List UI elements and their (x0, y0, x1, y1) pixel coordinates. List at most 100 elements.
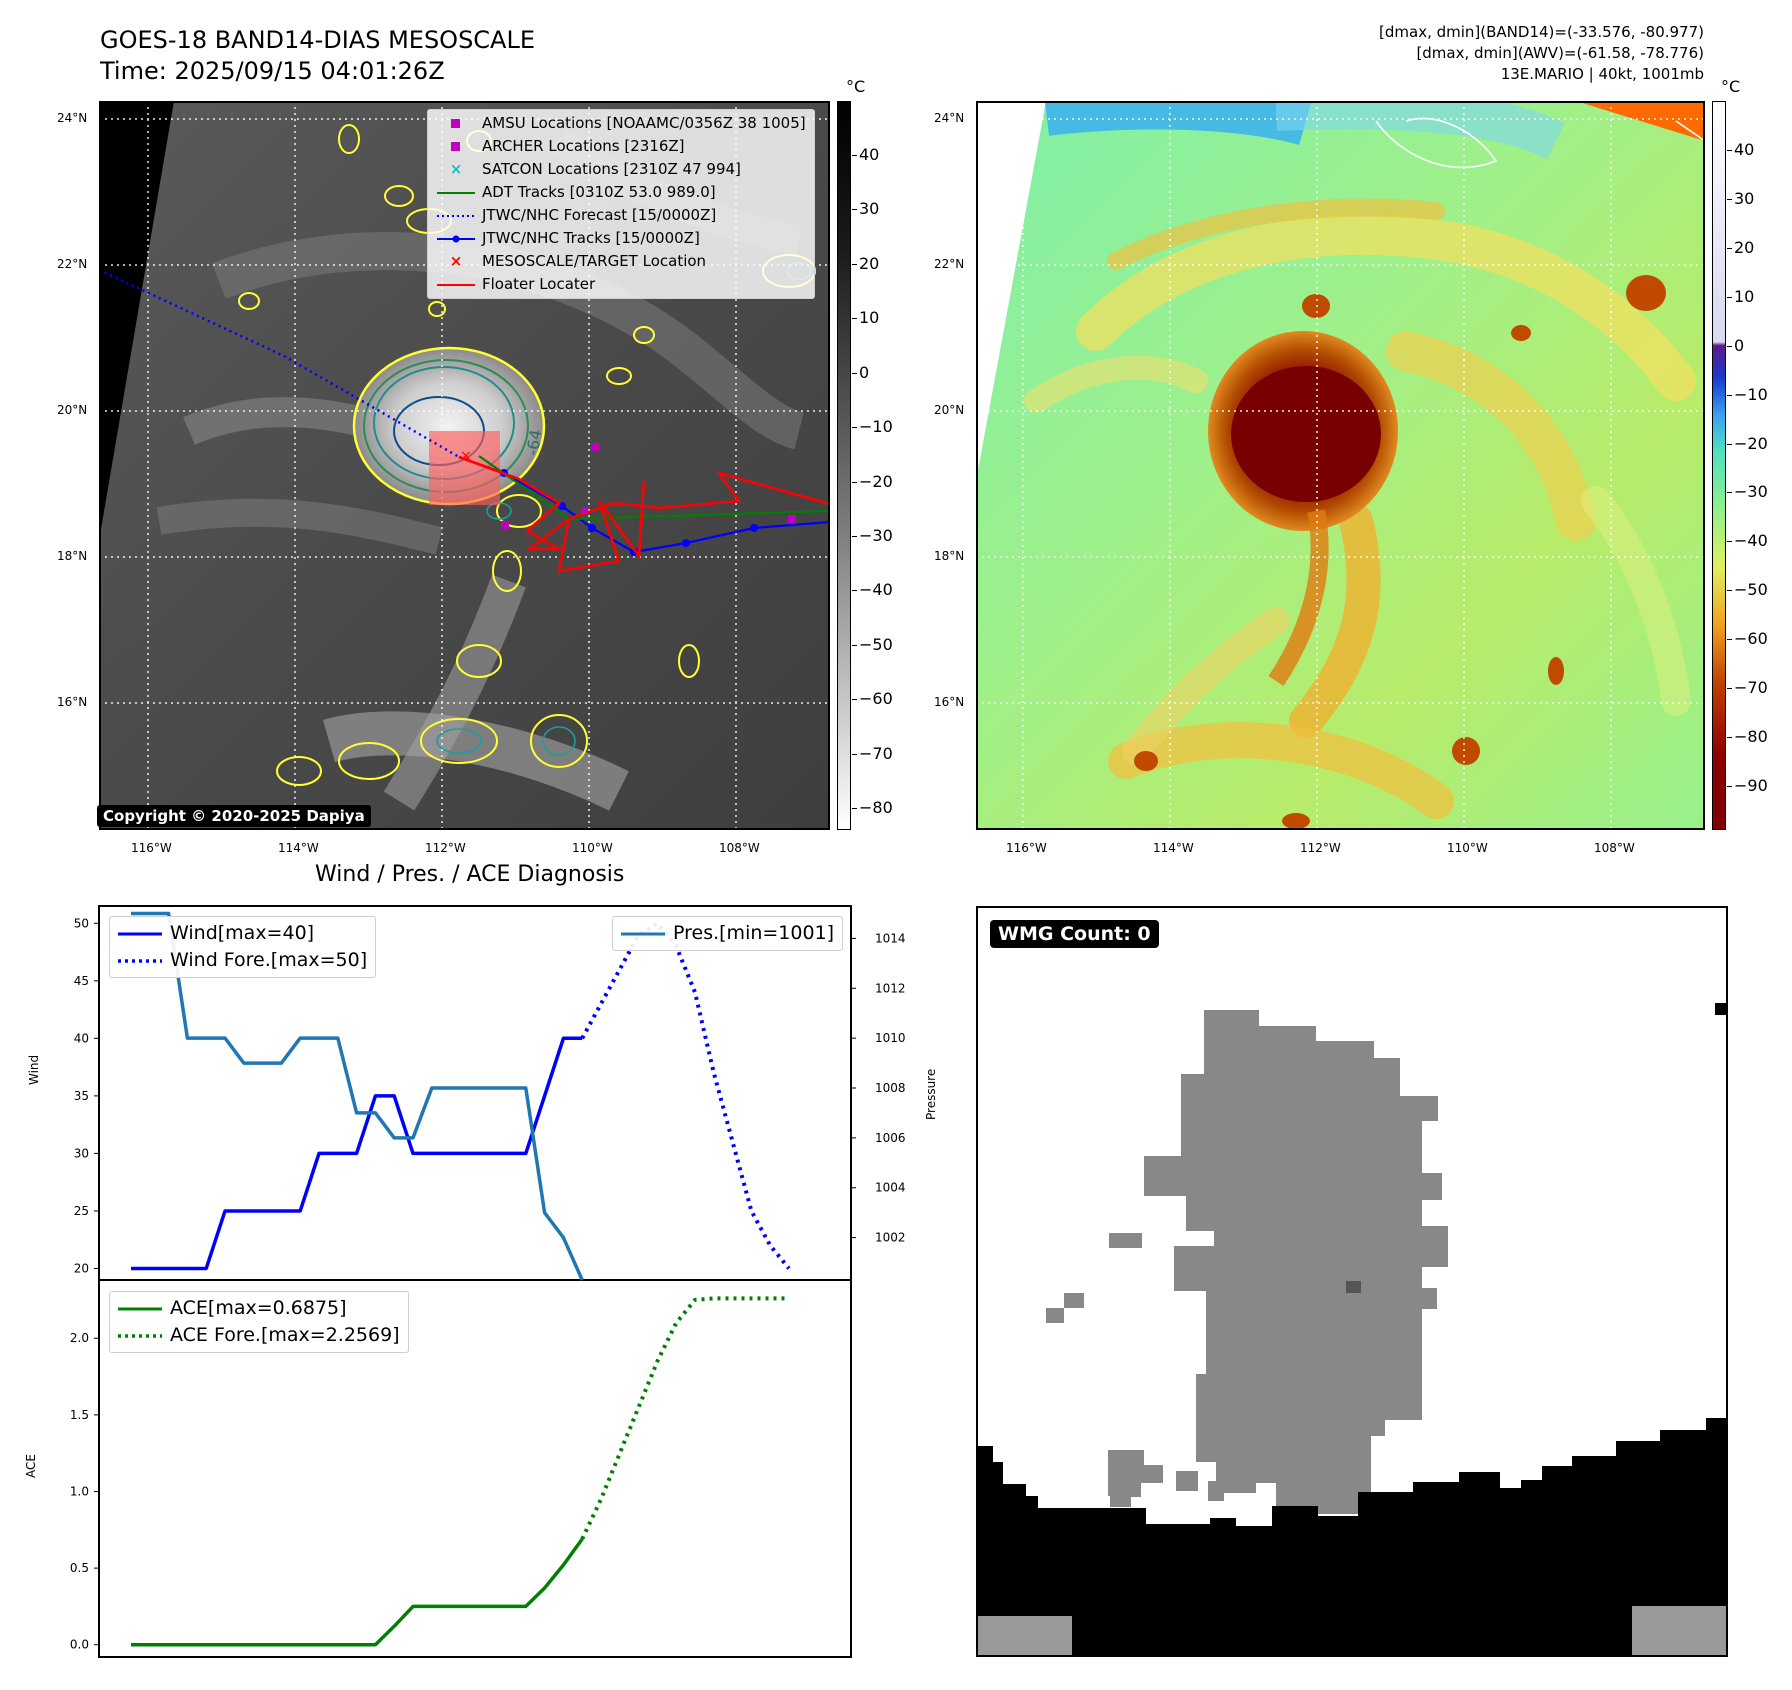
y-tick-label: 45 (74, 974, 89, 988)
colorbar-tick-mark (1727, 345, 1732, 347)
colorbar-tick-label: −60 (1734, 629, 1768, 649)
colorbar-tick-label: 20 (859, 253, 880, 273)
colorbar-tick-label: −50 (859, 634, 893, 654)
ace-plot-frame (98, 1279, 852, 1658)
colorbar-tick-label: 20 (1734, 237, 1755, 257)
y-tick-label: 0.5 (70, 1561, 89, 1575)
colorbar-tick-mark (1727, 443, 1732, 445)
colorbar-tick-mark (1727, 737, 1732, 739)
square-marker-icon (436, 141, 476, 152)
y-tick-label: 25 (74, 1204, 89, 1218)
lat-label: 20°N (57, 403, 88, 417)
colorbar-tick-mark (852, 318, 857, 320)
legend-item-ace: ACE[max=0.6875] (118, 1295, 400, 1322)
colorbar-tick-label: −20 (1734, 433, 1768, 453)
legend-item-satcon: × SATCON Locations [2310Z 47 994] (436, 158, 806, 181)
colorbar-tick-label: −30 (1734, 482, 1768, 502)
legend-item-floater: Floater Locater (436, 273, 806, 296)
legend-label: Wind Fore.[max=50] (170, 949, 368, 971)
legend-label: JTWC/NHC Forecast [15/0000Z] (482, 206, 717, 224)
y-tick-label: 1.5 (70, 1408, 89, 1422)
lat-label: 22°N (57, 257, 88, 271)
colorbar-tick-label: 40 (1734, 140, 1755, 159)
wmg-image (976, 1003, 1728, 1657)
colorbar-tick-label: 0 (859, 362, 870, 382)
legend-label: ADT Tracks [0310Z 53.0 989.0] (482, 183, 716, 201)
y-tick-label: 35 (74, 1089, 89, 1103)
awv-map-panel[interactable] (976, 101, 1705, 830)
lat-label: 16°N (57, 695, 88, 709)
figure-title: GOES-18 BAND14-DIAS MESOSCALE (100, 26, 536, 54)
meta-dmax-band14: [dmax, dmin](BAND14)=(-33.576, -80.977) (1379, 23, 1704, 41)
colorbar-tick-mark (852, 590, 857, 592)
y-tick-label: 30 (74, 1146, 89, 1160)
colorbar-tick-label: −70 (859, 743, 893, 763)
line-marker-icon (436, 282, 476, 288)
legend-item-target: × MESOSCALE/TARGET Location (436, 250, 806, 273)
colorbar-right-unit: °C (1721, 77, 1741, 96)
figure-time: Time: 2025/09/15 04:01:26Z (100, 57, 445, 85)
dotted-line-icon (118, 958, 162, 963)
colorbar-tick-label: −90 (1734, 776, 1768, 795)
dotted-line-icon (118, 1333, 162, 1338)
legend-label: ARCHER Locations [2316Z] (482, 137, 685, 155)
colorbar-tick-mark (852, 753, 857, 755)
x-marker-icon: × (449, 252, 463, 270)
legend-label: MESOSCALE/TARGET Location (482, 252, 707, 270)
colorbar-tick-label: −40 (1734, 531, 1768, 551)
colorbar-tick-label: −60 (859, 689, 893, 709)
lon-label: 112°W (1300, 841, 1341, 855)
line-marker-icon (436, 190, 476, 196)
colorbar-tick-label: −80 (1734, 727, 1768, 747)
colorbar-tick-mark (1727, 639, 1732, 641)
colorbar-tick-mark (852, 808, 857, 809)
series-line-ace-max (131, 1537, 584, 1647)
copyright-badge: Copyright © 2020-2025 Dapiya (97, 805, 371, 827)
map-legend: AMSU Locations [NOAAMC/0356Z 38 1005] AR… (427, 109, 815, 299)
colorbar-tick-mark (1727, 150, 1732, 151)
x-marker-icon: × (449, 160, 463, 178)
colorbar-tick-mark (1727, 590, 1732, 592)
colorbar-tick-mark (1727, 198, 1732, 200)
colorbar-tick-mark (852, 155, 857, 156)
y2-tick-label: 1010 (875, 1031, 906, 1045)
colorbar-tick-label: −20 (859, 471, 893, 491)
colorbar-tick-mark (1727, 688, 1732, 690)
meta-dmax-awv: [dmax, dmin](AWV)=(-61.58, -78.776) (1416, 44, 1704, 62)
y-tick-label: 20 (74, 1261, 89, 1275)
y2-tick-label: 1006 (875, 1131, 906, 1145)
legend-label: ACE Fore.[max=2.2569] (170, 1324, 400, 1346)
legend-label: AMSU Locations [NOAAMC/0356Z 38 1005] (482, 114, 806, 132)
lon-label: 108°W (1594, 841, 1635, 855)
legend-label: JTWC/NHC Tracks [15/0000Z] (482, 229, 700, 247)
meta-storm-info: 13E.MARIO | 40kt, 1001mb (1500, 65, 1704, 83)
colorbar-tick-mark (1727, 541, 1732, 543)
legend-item-amsu: AMSU Locations [NOAAMC/0356Z 38 1005] (436, 112, 806, 135)
legend-label: Floater Locater (482, 275, 596, 293)
line-dot-icon (436, 235, 476, 243)
wmg-panel[interactable] (976, 906, 1728, 1657)
svg-text:×: × (460, 448, 472, 464)
colorbar-tick-mark (852, 481, 857, 483)
series-line-wind-max (131, 1036, 583, 1271)
y2-tick-label: 1004 (875, 1181, 906, 1195)
colorbar-tick-label: −40 (859, 580, 893, 600)
colorbar-tick-mark (1727, 492, 1732, 494)
lon-label: 114°W (1153, 841, 1194, 855)
colorbar-tick-mark (1727, 786, 1732, 787)
y2-tick-label: 1008 (875, 1081, 906, 1095)
colorbar-tick-label: 0 (1734, 335, 1745, 355)
solid-line-icon (621, 932, 665, 935)
colorbar-tick-label: 40 (859, 145, 880, 164)
legend-label: SATCON Locations [2310Z 47 994] (482, 160, 741, 178)
colorbar-tick-label: 30 (1734, 188, 1755, 208)
legend-item-tracks: JTWC/NHC Tracks [15/0000Z] (436, 227, 806, 250)
wmg-count-badge: WMG Count: 0 (990, 920, 1159, 948)
colorbar-tick-label: −70 (1734, 678, 1768, 698)
colorbar-tick-mark (1727, 296, 1732, 298)
y-tick-label: 50 (74, 916, 89, 930)
legend-item-adt: ADT Tracks [0310Z 53.0 989.0] (436, 181, 806, 204)
y2-tick-label: 1014 (875, 931, 906, 945)
colorbar-tick-label: −10 (1734, 384, 1768, 404)
lon-label: 116°W (1006, 841, 1047, 855)
